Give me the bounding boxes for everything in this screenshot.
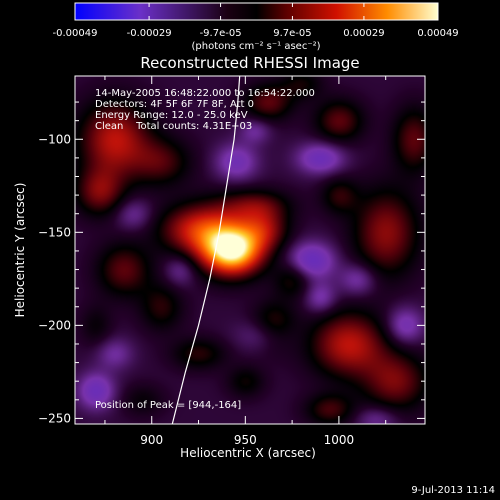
footer-date: 9-Jul-2013 11:14: [411, 485, 495, 496]
plot-frame: [74, 75, 426, 425]
y-tick-label: −200: [38, 318, 71, 332]
colorbar-tick-label: -0.00049: [53, 28, 98, 39]
solar-limb-line: [171, 76, 241, 424]
x-axis-label: Heliocentric X (arcsec): [180, 446, 316, 460]
chart-title: Reconstructed RHESSI Image: [140, 54, 359, 72]
colorbar-tick-label: 0.00029: [343, 28, 384, 39]
colorbar-tick-label: 9.7e-05: [273, 28, 311, 39]
x-tick-label: 900: [140, 433, 163, 447]
annotation-clean-counts: Clean Total counts: 4.31E+03: [95, 121, 252, 132]
x-tick-label: 1000: [324, 433, 355, 447]
colorbar-ticks: -0.00049 -0.00029 -9.7e-05 9.7e-05 0.00029 0.…: [53, 3, 459, 39]
colorbar-frame: [74, 2, 439, 21]
heatmap-image: [75, 76, 425, 424]
annotation-peak-position: Position of Peak = [944,-164]: [95, 400, 241, 411]
y-axis-label: Heliocentric Y (arcsec): [13, 183, 27, 318]
plot-area: 900 950 1000 −250 −200 −150 −100 14-May-2005 1…: [38, 75, 426, 447]
axis-ticks: 900 950 1000 −250 −200 −150 −100: [38, 76, 425, 447]
colorbar-tick-label: 0.00049: [417, 28, 458, 39]
annotation-energy-range: Energy Range: 12.0 - 25.0 keV: [95, 110, 248, 121]
annotation-time-range: 14-May-2005 16:48:22.000 to 16:54:22.000: [95, 88, 315, 99]
annotation-block: 14-May-2005 16:48:22.000 to 16:54:22.000…: [95, 88, 315, 132]
colorbar-tick-label: -9.7e-05: [200, 28, 242, 39]
y-tick-label: −250: [38, 411, 71, 425]
y-tick-label: −150: [38, 225, 71, 239]
colorbar-unit-label: (photons cm⁻² s⁻¹ asec⁻²): [191, 41, 320, 52]
annotation-detectors: Detectors: 4F 5F 6F 7F 8F, Att 0: [95, 99, 254, 110]
colorbar: -0.00049 -0.00029 -9.7e-05 9.7e-05 0.00029 0.…: [53, 2, 459, 52]
colorbar-gradient: [75, 3, 438, 20]
y-tick-label: −100: [38, 132, 71, 146]
x-tick-label: 950: [234, 433, 257, 447]
colorbar-tick-label: -0.00029: [127, 28, 172, 39]
